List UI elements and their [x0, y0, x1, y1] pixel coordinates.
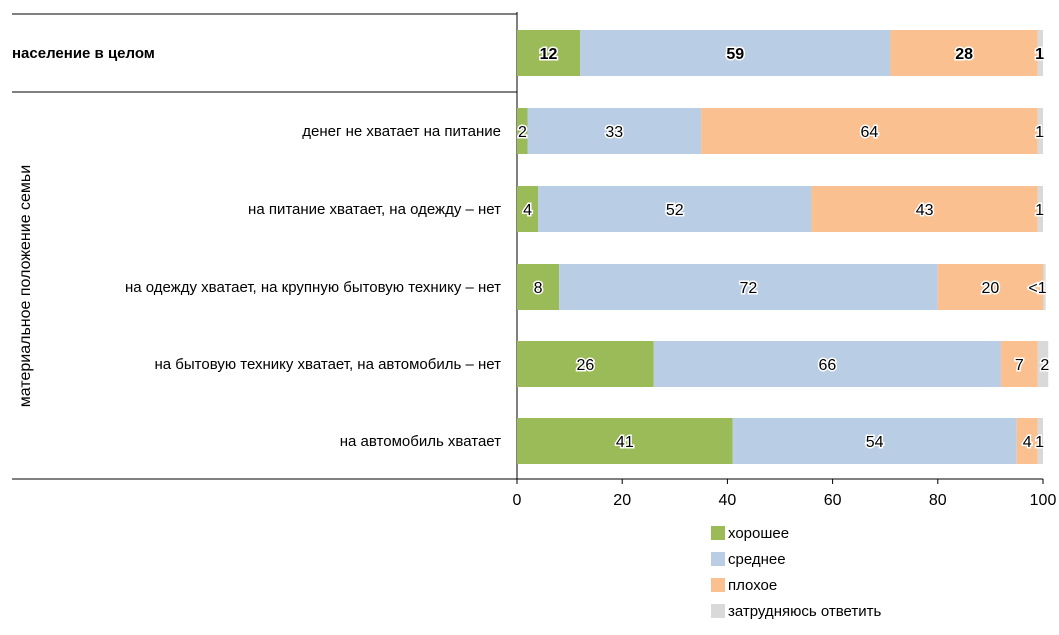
bar-value-label: 1 — [1035, 124, 1044, 141]
category-label: на бытовую технику хватает, на автомобил… — [155, 356, 502, 373]
bar-value-label: 33 — [605, 124, 623, 141]
bar-value-label: 26 — [576, 357, 594, 374]
bar-segment — [811, 186, 1038, 232]
bar-value-label: 41 — [616, 434, 634, 451]
bar-value-label: 43 — [916, 202, 934, 219]
x-tick-label: 40 — [719, 492, 737, 509]
legend-swatch — [711, 552, 725, 566]
bar-value-label: 52 — [666, 202, 684, 219]
bar-value-label: 20 — [982, 280, 1000, 297]
bar-value-label: 2 — [1040, 357, 1049, 374]
legend-label: хорошее — [728, 525, 789, 542]
legend-swatch — [711, 526, 725, 540]
bar-value-label: 12 — [540, 46, 558, 63]
bar-value-label: 7 — [1015, 357, 1024, 374]
x-tick-label: 20 — [613, 492, 631, 509]
bar-segment — [1043, 264, 1046, 310]
bar-value-label: 4 — [523, 202, 532, 219]
bar-segment — [1037, 30, 1043, 76]
legend-swatch — [711, 578, 725, 592]
category-label: на питание хватает, на одежду – нет — [248, 201, 501, 218]
bar-segment — [653, 341, 1001, 387]
bar-value-label: 1 — [1035, 434, 1044, 451]
legend-swatch — [711, 604, 725, 618]
category-label: на одежду хватает, на крупную бытовую те… — [125, 279, 501, 296]
bar-value-label: 1 — [1035, 202, 1044, 219]
bar-value-label: 54 — [866, 434, 884, 451]
category-label: население в целом — [12, 45, 155, 62]
chart-axes — [12, 12, 1043, 480]
bar-segment — [538, 186, 812, 232]
legend-label: плохое — [728, 577, 777, 594]
bar-segment — [732, 418, 1017, 464]
bar-value-label: 4 — [1023, 434, 1032, 451]
group-label: материальное положение семьи — [17, 165, 34, 407]
bar-segment — [937, 264, 1043, 310]
bar-segment — [517, 30, 581, 76]
x-axis-ticks: 0 20 40 60 80 100 — [513, 479, 1057, 509]
bar-segment — [517, 186, 539, 232]
bar-segment — [1016, 418, 1038, 464]
bar-value-labels: 12 59 28 12 33 64 14 52 43 18 72 20 <126 66 7 241 54 4 1 — [517, 45, 1051, 453]
x-tick-label: 100 — [1030, 492, 1057, 509]
bar-segment — [517, 264, 560, 310]
x-tick-label: 80 — [929, 492, 947, 509]
bar-value-label: 72 — [740, 280, 758, 297]
legend: хорошее среднее плохое затрудняюсь ответить — [711, 525, 881, 620]
bar-segment — [517, 341, 654, 387]
x-tick-label: 0 — [513, 492, 522, 509]
bar-segment — [517, 418, 733, 464]
bar-segment — [559, 264, 938, 310]
bar-segment — [517, 108, 528, 154]
bar-value-label: 66 — [818, 357, 836, 374]
bar-value-label: 2 — [518, 124, 527, 141]
bar-segment — [1037, 108, 1043, 154]
bar-segment — [701, 108, 1038, 154]
bar-segment — [1037, 186, 1043, 232]
bar-segment — [1037, 341, 1049, 387]
bar-value-label: 28 — [955, 46, 973, 63]
bar-value-label: <1 — [1028, 280, 1046, 297]
x-tick-label: 60 — [824, 492, 842, 509]
legend-label: затрудняюсь ответить — [728, 603, 881, 620]
bar-segment — [890, 30, 1038, 76]
bar-segment — [1000, 341, 1038, 387]
bar-value-label: 64 — [861, 124, 879, 141]
bar-value-label: 8 — [534, 280, 543, 297]
row-separators — [12, 13, 517, 93]
bar-value-label: 1 — [1035, 46, 1044, 63]
legend-label: среднее — [728, 551, 786, 568]
category-label: на автомобиль хватает — [340, 433, 501, 450]
bar-segment — [527, 108, 702, 154]
bar-segments — [517, 30, 1049, 464]
bar-value-label: 59 — [726, 46, 744, 63]
bar-segment — [1037, 418, 1043, 464]
bar-segment — [580, 30, 891, 76]
category-label: денег не хватает на питание — [302, 123, 501, 140]
category-labels: население в целом денег не хватает на пит… — [12, 45, 501, 450]
